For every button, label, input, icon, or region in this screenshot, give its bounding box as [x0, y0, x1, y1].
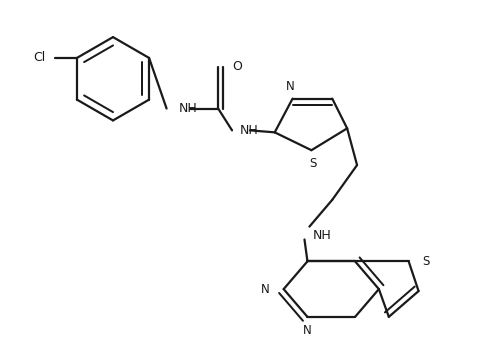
Text: O: O: [232, 61, 242, 73]
Text: NH: NH: [313, 229, 331, 242]
Text: NH: NH: [240, 124, 259, 137]
Text: S: S: [423, 255, 430, 268]
Text: N: N: [303, 324, 312, 337]
Text: S: S: [310, 157, 317, 170]
Text: Cl: Cl: [33, 51, 45, 64]
Text: N: N: [286, 80, 295, 93]
Text: NH: NH: [178, 102, 197, 115]
Text: N: N: [261, 283, 270, 296]
